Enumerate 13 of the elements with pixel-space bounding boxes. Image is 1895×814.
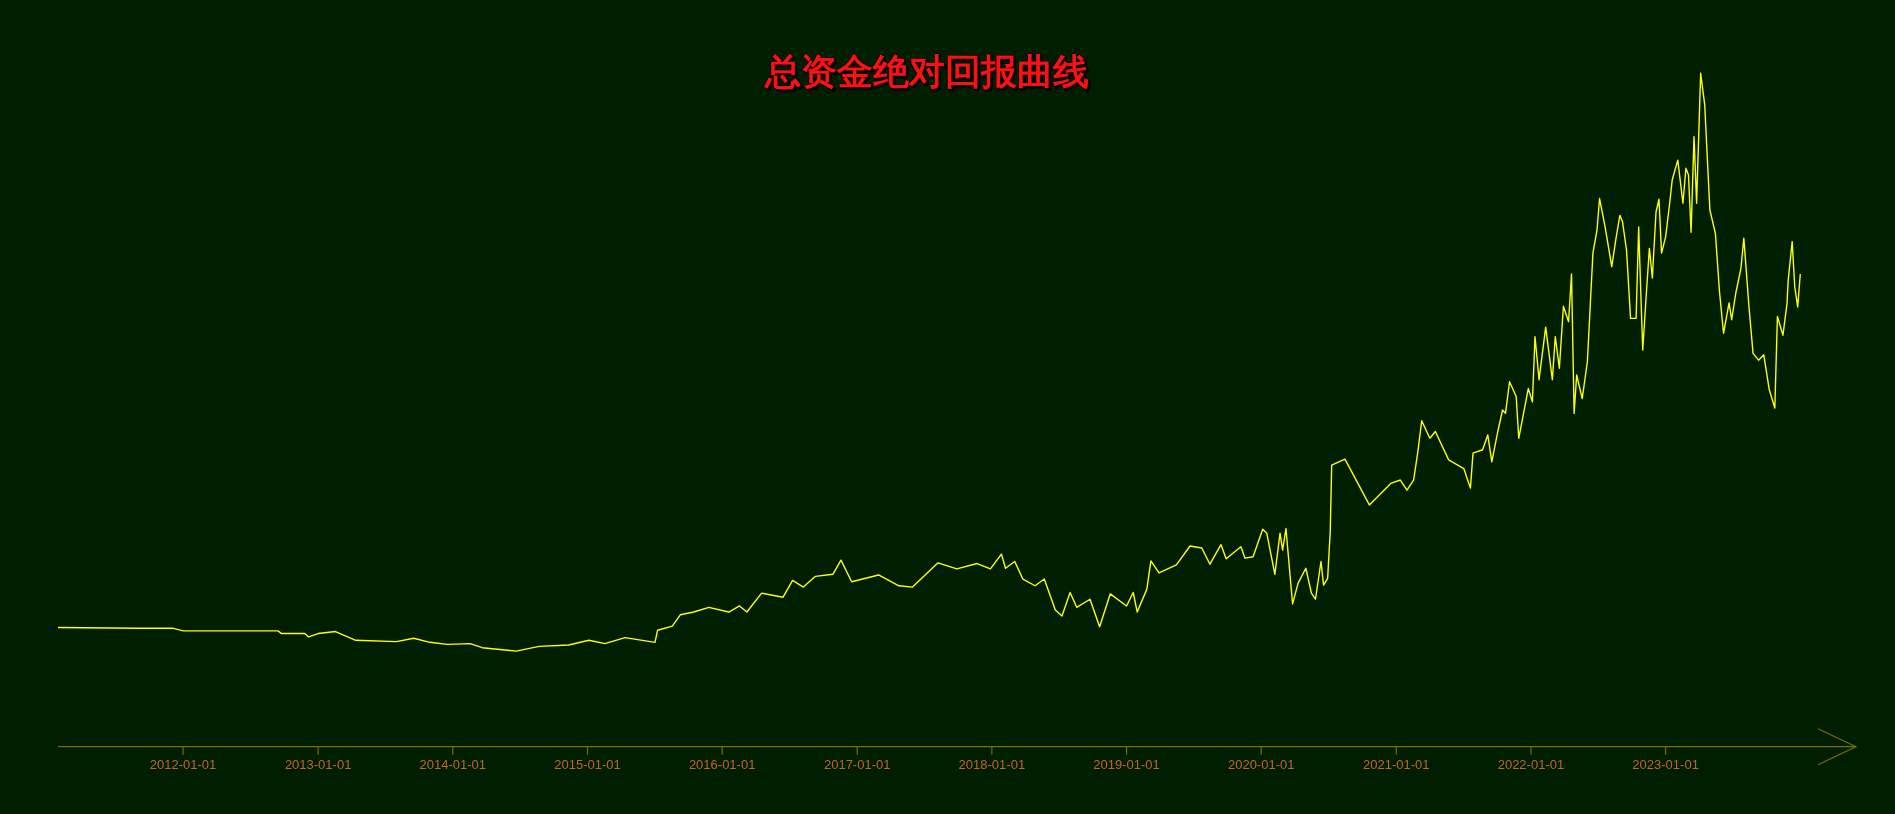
x-tick-label: 2012-01-01 <box>149 756 217 772</box>
x-tick-label: 2016-01-01 <box>688 756 756 772</box>
x-tick-label: 2019-01-01 <box>1093 756 1160 772</box>
x-tick-label: 2023-01-01 <box>1632 756 1699 772</box>
x-tick-label: 2015-01-01 <box>554 756 621 772</box>
x-tick-label: 2020-01-01 <box>1227 756 1295 772</box>
x-tick-label: 2013-01-01 <box>284 756 352 772</box>
chart-title: 总资金绝对回报曲线 <box>763 51 1089 92</box>
x-tick-label: 2017-01-01 <box>823 756 891 772</box>
x-tick-label: 2018-01-01 <box>958 756 1026 772</box>
x-tick-label: 2021-01-01 <box>1363 756 1430 772</box>
x-tick-label: 2014-01-01 <box>419 756 487 772</box>
x-tick-label: 2022-01-01 <box>1497 756 1565 772</box>
